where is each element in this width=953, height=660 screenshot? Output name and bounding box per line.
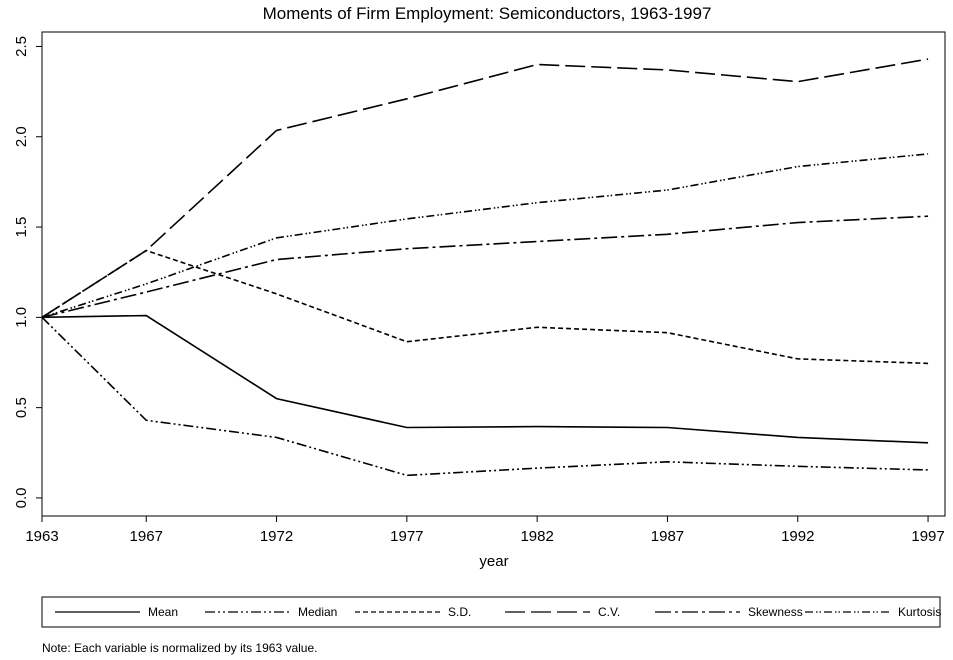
series-line xyxy=(41,215,929,319)
chart-title: Moments of Firm Employment: Semiconducto… xyxy=(263,4,712,23)
y-tick-label: 1.5 xyxy=(13,217,30,238)
legend-label: Mean xyxy=(148,605,178,619)
legend-label: Median xyxy=(298,605,337,619)
x-tick-label: 1992 xyxy=(781,528,814,545)
y-tick-label: 1.0 xyxy=(13,307,30,328)
legend-box xyxy=(41,596,941,628)
x-tick-label: 1963 xyxy=(25,528,58,545)
x-axis-label: year xyxy=(479,553,508,570)
y-tick-label: 2.0 xyxy=(13,126,30,147)
legend-label: Kurtosis xyxy=(898,605,941,619)
x-tick-label: 1967 xyxy=(130,528,163,545)
y-tick-label: 0.0 xyxy=(13,488,30,509)
series-line xyxy=(41,58,929,319)
y-tick-label: 0.5 xyxy=(13,397,30,418)
x-tick-label: 1972 xyxy=(260,528,293,545)
note: Note: Each variable is normalized by its… xyxy=(42,641,317,655)
y-tick-label: 2.5 xyxy=(13,36,30,57)
plot-frame xyxy=(41,31,946,517)
series-line xyxy=(41,314,929,444)
x-tick-label: 1987 xyxy=(651,528,684,545)
series-line xyxy=(41,316,929,477)
x-tick-label: 1977 xyxy=(390,528,423,545)
series-line xyxy=(41,153,929,319)
series-line xyxy=(41,249,929,365)
legend-label: Skewness xyxy=(748,605,803,619)
legend-label: C.V. xyxy=(598,605,620,619)
x-tick-label: 1982 xyxy=(520,528,553,545)
legend-label: S.D. xyxy=(448,605,471,619)
x-tick-label: 1997 xyxy=(911,528,944,545)
